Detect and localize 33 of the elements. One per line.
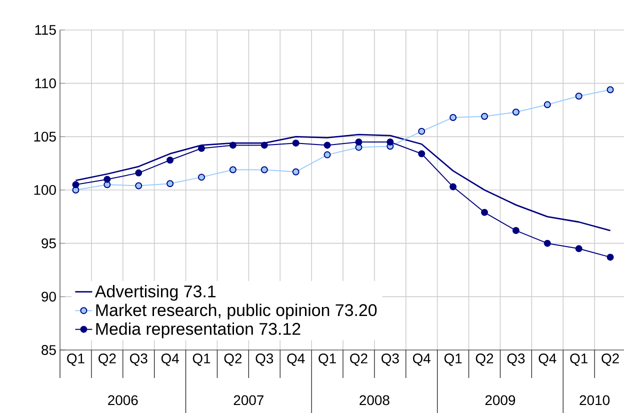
x-tick-label: Q2 xyxy=(224,354,242,366)
x-tick-label: Q4 xyxy=(412,354,431,366)
y-tick-label: 105 xyxy=(34,132,56,142)
x-tick-label: Q2 xyxy=(98,354,116,366)
legend-label: Media representation 73.12 xyxy=(96,322,300,338)
legend-label: Advertising 73.1 xyxy=(94,284,216,301)
x-tick-label: Q2 xyxy=(350,354,368,366)
text: 2006 xyxy=(108,395,138,406)
text: 2008 xyxy=(360,395,390,406)
y-tick-label: 110 xyxy=(35,78,56,88)
y-tick-label: 90 xyxy=(42,292,56,302)
x-tick-label: Q4 xyxy=(287,354,305,366)
x-tick-label: Q3 xyxy=(382,354,399,366)
text: 2010 xyxy=(580,395,610,406)
y-tick-label: 85 xyxy=(42,345,56,355)
x-tick-label: Q4 xyxy=(161,354,179,366)
x-tick-label: Q2 xyxy=(602,354,619,366)
y-tick-label: 95 xyxy=(42,238,56,248)
text: 2007 xyxy=(234,395,264,406)
y-tick-label: 115 xyxy=(35,25,56,35)
legend-label: Market research, public opinion 73.20 xyxy=(96,304,377,320)
x-tick-label: Q3 xyxy=(507,354,525,366)
x-tick-label: Q3 xyxy=(130,354,148,366)
x-tick-label: Q3 xyxy=(256,354,274,366)
x-tick-label: Q1 xyxy=(444,354,462,366)
x-tick-label: Q1 xyxy=(67,354,84,366)
y-tick-label: 100 xyxy=(34,185,56,195)
x-tick-label: Q2 xyxy=(476,354,494,366)
x-tick-label: Q4 xyxy=(538,354,556,366)
text: 2009 xyxy=(485,395,516,406)
x-tick-label: Q1 xyxy=(318,354,336,366)
x-tick-label: Q1 xyxy=(192,354,210,366)
x-tick-label: Q1 xyxy=(570,354,588,366)
